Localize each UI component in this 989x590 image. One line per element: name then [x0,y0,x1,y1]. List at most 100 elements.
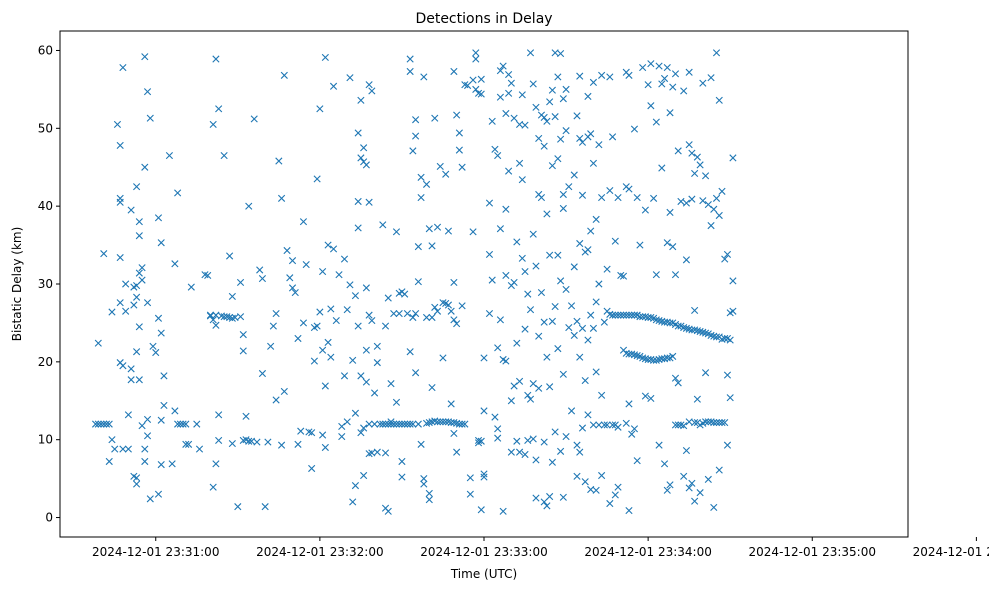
data-point [414,243,422,251]
data-point [370,420,379,428]
data-point [666,481,674,489]
data-point [524,290,532,298]
data-point [346,281,354,289]
data-point [357,96,365,104]
data-point [628,311,636,319]
data-point [485,309,494,318]
data-point [576,134,584,143]
data-point [641,206,649,214]
data-point [529,80,537,88]
data-point [368,316,376,325]
data-point [113,120,122,129]
data-point [625,506,633,515]
data-point [578,324,587,332]
x-axis-ticks: 2024-12-01 23:31:00 2024-12-01 23:32:00 20… [92,537,989,559]
data-point [641,392,649,400]
data-point [250,115,258,123]
data-point [228,439,236,448]
data-point [496,225,505,233]
data-point [409,313,417,322]
data-point [283,246,291,255]
data-point [565,183,573,191]
data-point [313,322,321,330]
data-point [272,309,280,318]
data-point [425,225,433,233]
data-point [540,142,548,150]
data-point [562,127,570,135]
data-point [494,434,502,442]
data-point [707,222,715,230]
data-point [212,321,220,329]
data-point [636,241,644,249]
data-point [466,490,474,498]
data-point [433,418,442,426]
data-point [529,230,537,238]
data-point [573,441,581,449]
data-point [477,90,485,98]
data-point [688,195,696,203]
data-point [343,418,351,426]
data-point [535,332,543,340]
data-point [373,359,381,367]
data-point [595,280,603,288]
data-point [425,496,433,504]
data-point [269,322,277,330]
data-point [619,311,628,319]
data-point [463,81,472,90]
data-point [494,151,502,160]
data-point [390,309,398,318]
data-point [513,238,521,246]
data-point [548,458,556,466]
data-point [308,464,316,473]
data-point [414,420,422,428]
data-point [428,313,436,322]
data-point [551,113,559,121]
data-point [187,283,195,291]
data-point [699,79,707,87]
data-point [154,314,163,322]
data-point [625,400,633,408]
data-point [154,490,163,498]
data-point [663,486,671,494]
x-tick-label: 2024-12-01 23:34:00 [584,545,711,559]
data-point [589,324,598,332]
data-point [392,398,401,406]
data-point [693,395,701,403]
data-point [395,420,403,428]
data-point [146,114,154,122]
data-point [570,171,578,179]
data-point [652,271,660,279]
data-point [373,342,381,350]
data-point [127,376,135,384]
data-point [272,396,280,404]
data-point [515,377,524,385]
data-point [154,214,163,222]
data-point [332,316,340,325]
data-point [691,497,699,505]
data-point [513,437,521,445]
data-point [116,299,124,307]
data-point [630,311,639,319]
data-point [444,301,453,309]
data-point [417,194,425,202]
data-point [704,201,712,209]
data-point [258,274,267,283]
data-point [401,420,409,428]
data-point [406,420,414,428]
data-point [543,502,551,510]
data-point [680,422,688,430]
data-point [598,391,606,399]
data-point [204,271,212,280]
data-point [548,162,556,170]
data-point [581,478,589,486]
data-point [122,280,130,288]
data-point [671,374,680,382]
data-point [466,474,474,482]
data-point [581,376,589,385]
data-point [124,411,132,419]
data-point [671,271,680,279]
data-point [354,197,362,206]
data-point [532,262,540,270]
data-point [551,428,559,436]
data-point [559,370,567,378]
